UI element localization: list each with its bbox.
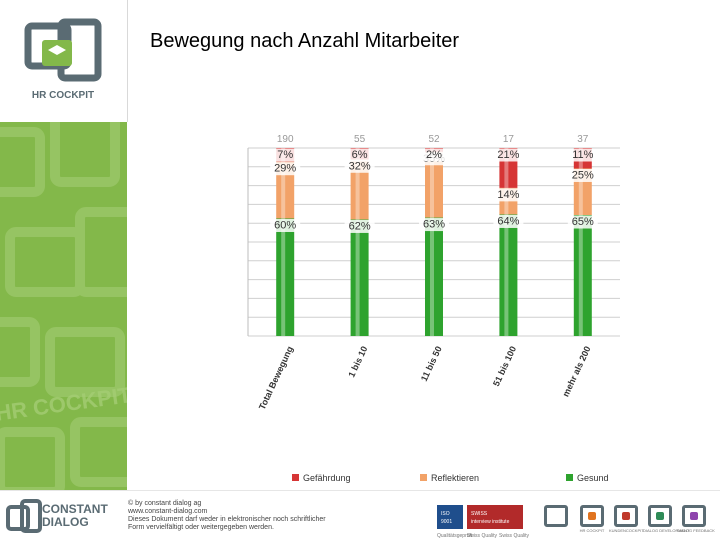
bar-segment-gesund [425, 217, 443, 336]
category-label: 1 bis 10 [346, 345, 369, 379]
bar-highlight [281, 161, 286, 219]
data-label-bg [344, 148, 375, 162]
legend-swatch [566, 474, 573, 481]
bar-segment-reflektieren [425, 151, 443, 218]
bar-segment-reflektieren [276, 161, 295, 219]
data-label-bg [344, 219, 375, 233]
bar-highlight [504, 148, 509, 188]
data-label: 11% [572, 149, 593, 161]
data-label: 21% [497, 149, 519, 161]
count-label: 17 [503, 134, 515, 145]
footer: CONSTANT DIALOG © by constant dialog ag … [0, 490, 720, 540]
legend-label: Reflektieren [431, 473, 479, 483]
data-label-bg [344, 159, 375, 173]
legend-label: Gesund [577, 473, 609, 483]
hr-cockpit-logo: HR COCKPIT [24, 18, 102, 101]
bar-highlight [355, 219, 360, 336]
cert-label: Swiss Quality [499, 533, 530, 539]
bar-segment-gesund [573, 215, 592, 336]
data-label-bg [567, 148, 598, 162]
bar-segment-reflektieren [350, 159, 369, 220]
category-label: 51 bis 100 [491, 345, 518, 388]
category-label: 11 bis 50 [419, 345, 444, 383]
data-label: 29% [274, 163, 296, 175]
chart-legend: Gefährdung Reflektieren Gesund [292, 473, 609, 483]
data-label: 14% [497, 189, 519, 201]
legend-label: Gefährdung [303, 473, 351, 483]
product-label: DIALOG DEVELOPMENT [643, 528, 690, 533]
count-label: 52 [428, 134, 440, 145]
category-label: Total Bewegung [257, 345, 295, 412]
iso-cert-badge: ISO 9001 [437, 505, 463, 529]
page-title: Bewegung nach Anzahl Mitarbeiter [150, 30, 460, 52]
data-label-bg [493, 214, 524, 228]
constant-dialog-logo [6, 499, 42, 533]
bar-highlight [578, 168, 583, 216]
product-logo [544, 505, 568, 527]
stacked-bar-chart: 60% 29% 7% 190 Total Bewegung 62% 32%6% 55 1 bis… [247, 134, 620, 412]
legend-swatch [420, 474, 427, 481]
data-label-bg [493, 188, 524, 202]
bar-segment-gesund [276, 218, 295, 336]
cert-label: Qualitätsgeprüft [437, 533, 473, 539]
data-label-bg [419, 218, 449, 232]
data-label-bg [419, 148, 449, 162]
product-label: KUNDENCOCKPIT [609, 528, 644, 533]
legal-text-2: Form vervielfältigt oder weitergegeben w… [128, 524, 274, 531]
data-label-bg [270, 162, 301, 176]
legend-swatch [292, 474, 299, 481]
data-label-bg [270, 219, 301, 232]
data-label: 65% [572, 216, 594, 228]
bar-highlight [430, 151, 434, 218]
sidebar-panel: HR COCKPIT HR COCKPIT [0, 0, 127, 490]
brand-name-2: DIALOG [42, 515, 89, 529]
website-link[interactable]: www.constant-dialog.com [128, 508, 208, 515]
data-label-bg [567, 215, 598, 229]
count-label: 55 [354, 134, 366, 145]
data-label: 32% [349, 160, 371, 172]
product-label: HR COCKPIT [579, 528, 605, 533]
copyright-text: © by constant dialog ag [128, 500, 202, 507]
data-label: 2% [426, 149, 442, 161]
data-label: 6% [352, 149, 368, 161]
brand-name-1: CONSTANT [42, 502, 108, 516]
bar-segment-gesund [499, 214, 518, 336]
swiss-cert-badge: SWISS interview institute [467, 505, 523, 529]
product-logo [648, 505, 672, 527]
bar-segment-gesund [350, 219, 369, 336]
sidebar-pattern: HR COCKPIT [0, 122, 127, 490]
data-label: 60% [274, 220, 296, 232]
data-label: 62% [349, 220, 371, 232]
count-label: 37 [577, 134, 589, 145]
product-label: DIALOG FEEDBACK [677, 528, 715, 533]
product-logo [580, 505, 604, 527]
logo-text: HR COCKPIT [32, 90, 94, 101]
divider [127, 0, 128, 122]
product-logo [682, 505, 706, 527]
bar-highlight [504, 214, 509, 336]
data-label-bg [493, 148, 524, 162]
bar-highlight [578, 215, 583, 336]
data-label: 63% [423, 219, 445, 231]
data-label-bg [567, 168, 598, 182]
cert-label: Swiss Quality [467, 533, 498, 539]
logo-area: HR COCKPIT [0, 0, 127, 122]
count-label: 190 [277, 134, 294, 145]
product-logo [614, 505, 638, 527]
bar-highlight [430, 217, 434, 336]
data-label-bg [270, 148, 301, 162]
data-label: 7% [277, 149, 293, 161]
bar-highlight [355, 159, 360, 220]
legal-text-1: Dieses Dokument darf weder in elektronis… [128, 516, 326, 523]
data-label: 64% [497, 215, 519, 227]
data-label: 25% [572, 169, 594, 181]
bar-highlight [281, 218, 286, 336]
category-label: mehr als 200 [560, 345, 592, 399]
